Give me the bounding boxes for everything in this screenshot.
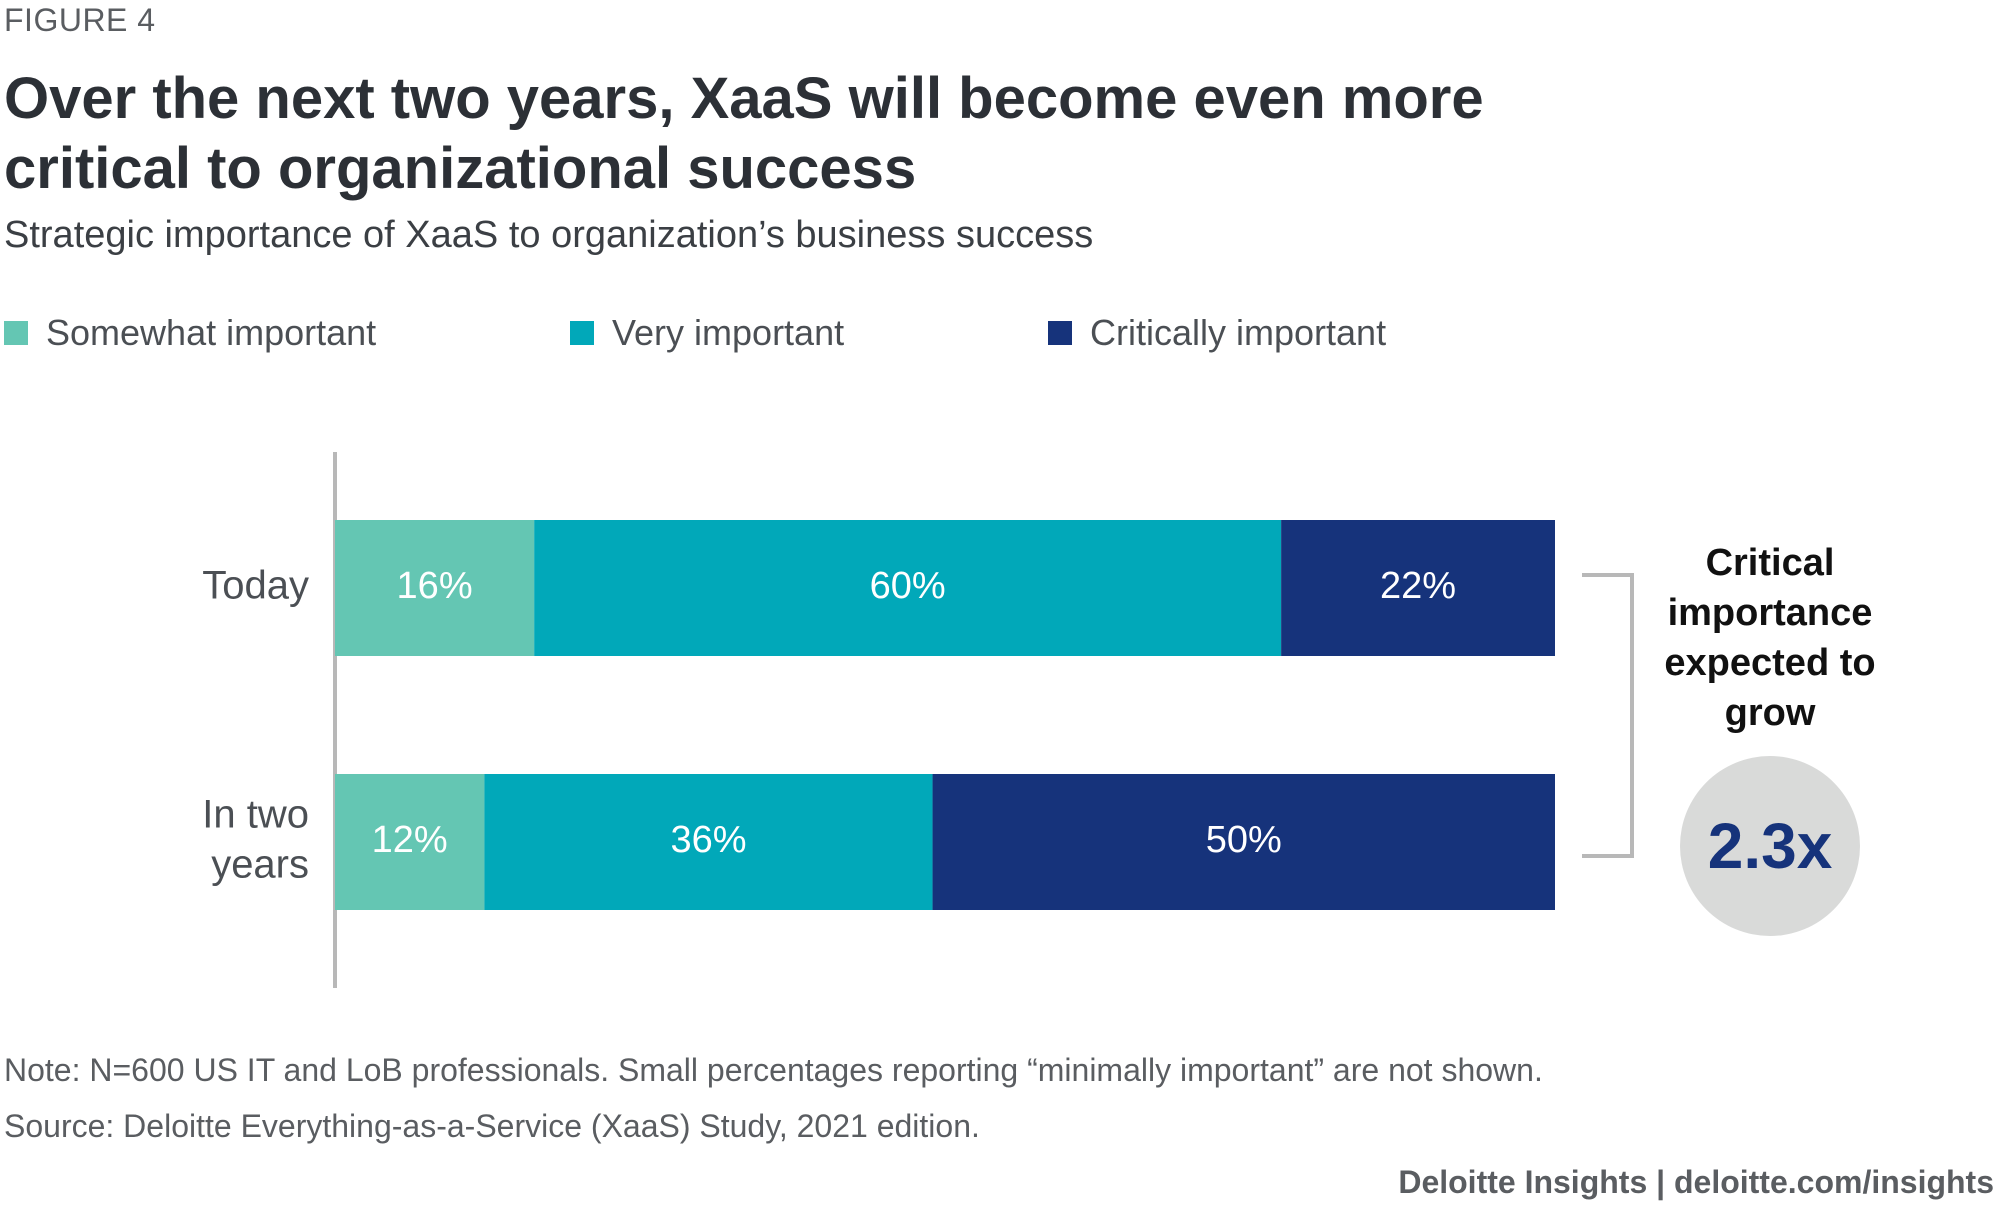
chart-plot: Today 16% 60% 22% In two years 12% 36% 50% [202,452,1634,988]
data-label-1-1: 36% [670,819,746,861]
growth-circle: 2.3x [1680,756,1860,936]
chart-title: Over the next two years, XaaS will becom… [4,66,1484,201]
chart-subtitle: Strategic importance of XaaS to organiza… [4,214,1094,256]
bar-0-0 [335,520,535,656]
legend-label-critically: Critically important [1090,312,1387,353]
bar-0-2 [1281,520,1555,656]
data-label-1-2: 50% [1206,819,1282,861]
legend-swatch-critically [1048,321,1072,345]
legend-item-critically: Critically important [1048,312,1386,354]
brand-footer: Deloitte Insights | deloitte.com/insight… [1398,1164,1994,1200]
figure-label: FIGURE 4 [4,2,156,38]
category-label-1-0: In two [202,793,309,837]
data-label-0-2: 22% [1380,565,1456,607]
category-label-0-0: Today [202,564,309,608]
comparison-bracket [1582,573,1634,858]
legend-item-somewhat: Somewhat important [4,312,376,354]
data-label-0-0: 16% [397,565,473,607]
bar-1-0 [335,774,485,910]
bar-1-1 [484,774,933,910]
legend-label-somewhat: Somewhat important [46,312,377,353]
category-label-1-1: years [211,843,309,887]
legend-swatch-somewhat [4,321,28,345]
growth-value: 2.3x [1707,810,1833,882]
growth-annotation: Critical importance expected to grow [1664,542,1876,734]
data-label-1-0: 12% [372,819,448,861]
note-text: Note: N=600 US IT and LoB professionals.… [4,1052,1543,1088]
data-label-0-1: 60% [870,565,946,607]
legend-label-very: Very important [612,312,845,353]
legend-swatch-very [570,321,594,345]
legend-item-very: Very important [570,312,844,354]
source-text: Source: Deloitte Everything-as-a-Service… [4,1108,980,1144]
bar-0-1 [534,520,1282,656]
bar-1-2 [932,774,1555,910]
